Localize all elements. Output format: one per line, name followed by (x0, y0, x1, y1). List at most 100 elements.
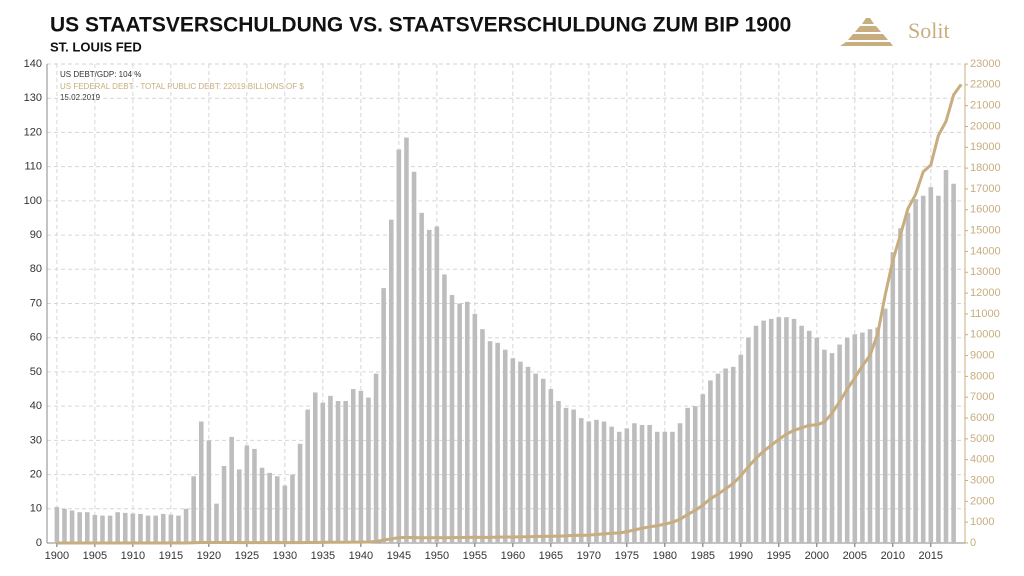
bar (761, 320, 766, 543)
bar (100, 515, 105, 543)
y-tick-label: 120 (24, 126, 42, 138)
y-tick-label: 20 (30, 468, 42, 480)
bar (495, 342, 500, 543)
chart-subtitle: ST. LOUIS FED (50, 39, 142, 54)
bar (130, 513, 136, 543)
y2-tick-label: 8000 (970, 370, 994, 382)
bar (943, 170, 949, 544)
y2-tick-label: 3000 (970, 474, 994, 486)
bar (844, 337, 850, 543)
bar (913, 199, 918, 543)
bar (624, 428, 630, 543)
x-tick-label: 1955 (463, 550, 487, 562)
bar (122, 512, 128, 543)
bar (563, 407, 569, 543)
bar (738, 354, 744, 543)
bar (388, 219, 394, 544)
x-tick-label: 1940 (349, 550, 373, 562)
bar (639, 424, 645, 543)
bar (594, 419, 599, 543)
y2-tick-label: 18000 (970, 162, 1001, 174)
bar (578, 418, 584, 543)
y2-tick-label: 7000 (970, 391, 994, 403)
bar (312, 392, 318, 543)
bar (214, 503, 219, 543)
y2-tick-label: 14000 (970, 245, 1001, 257)
x-tick-label: 1925 (235, 550, 259, 562)
bar (297, 443, 303, 543)
bar (442, 274, 447, 543)
x-tick-label: 1965 (539, 550, 563, 562)
annotation: 15.02.2019 (60, 93, 101, 102)
x-tick-label: 1905 (83, 550, 107, 562)
bar (206, 440, 212, 543)
x-tick-label: 2000 (805, 550, 829, 562)
x-tick-label: 1910 (121, 550, 145, 562)
bar (746, 337, 751, 543)
bar (191, 476, 196, 543)
bar (84, 512, 90, 543)
y2-tick-label: 11000 (970, 308, 1000, 320)
x-tick-label: 1960 (501, 550, 525, 562)
bar (829, 353, 835, 543)
y-tick-label: 0 (36, 537, 42, 549)
bar (328, 395, 333, 543)
bar (358, 390, 364, 543)
y2-tick-label: 13000 (970, 266, 1001, 278)
bar (350, 389, 356, 543)
bar (168, 514, 174, 543)
bar (366, 397, 371, 543)
bar (252, 448, 257, 543)
bar (700, 394, 706, 543)
x-tick-label: 1900 (45, 550, 69, 562)
bar (107, 515, 113, 543)
bar (730, 366, 736, 543)
bar (692, 406, 698, 543)
y-tick-label: 10 (30, 503, 42, 515)
bar (267, 472, 272, 543)
x-tick-label: 2005 (843, 550, 867, 562)
annotation: US FEDERAL DEBT - TOTAL PUBLIC DEBT: 220… (60, 82, 304, 91)
y-tick-label: 100 (24, 195, 42, 207)
bar (411, 171, 417, 543)
x-tick-label: 2015 (919, 550, 943, 562)
y-tick-label: 40 (30, 400, 42, 412)
y-tick-label: 110 (24, 161, 42, 173)
y-tick-label: 140 (24, 58, 42, 70)
x-tick-label: 1975 (615, 550, 639, 562)
bar (723, 368, 728, 543)
bar (518, 361, 523, 543)
bar (381, 288, 386, 543)
y2-tick-label: 19000 (970, 141, 1001, 153)
x-tick-label: 1970 (577, 550, 601, 562)
bar (586, 421, 592, 543)
bar (632, 423, 637, 543)
y2-tick-label: 10000 (970, 329, 1001, 341)
bar (92, 514, 98, 543)
logo-icon (840, 18, 893, 46)
bar (715, 373, 721, 543)
bar (799, 325, 804, 543)
bar (571, 409, 576, 543)
x-tick-label: 1930 (273, 550, 297, 562)
y2-tick-label: 21000 (970, 100, 1001, 112)
bar (305, 409, 310, 543)
bar (806, 330, 812, 543)
bar (457, 303, 462, 543)
bar (905, 212, 911, 543)
bar (236, 469, 242, 543)
bar (396, 149, 402, 544)
bar (890, 252, 896, 543)
bar (54, 507, 60, 543)
bar (62, 508, 67, 543)
bar (145, 515, 151, 543)
bar (822, 349, 827, 543)
y2-tick-label: 4000 (970, 454, 994, 466)
bar (115, 512, 120, 543)
bar (677, 423, 683, 543)
bar (183, 508, 189, 543)
y-tick-label: 130 (24, 92, 42, 104)
bar (472, 313, 478, 543)
y2-tick-label: 15000 (970, 225, 1001, 237)
